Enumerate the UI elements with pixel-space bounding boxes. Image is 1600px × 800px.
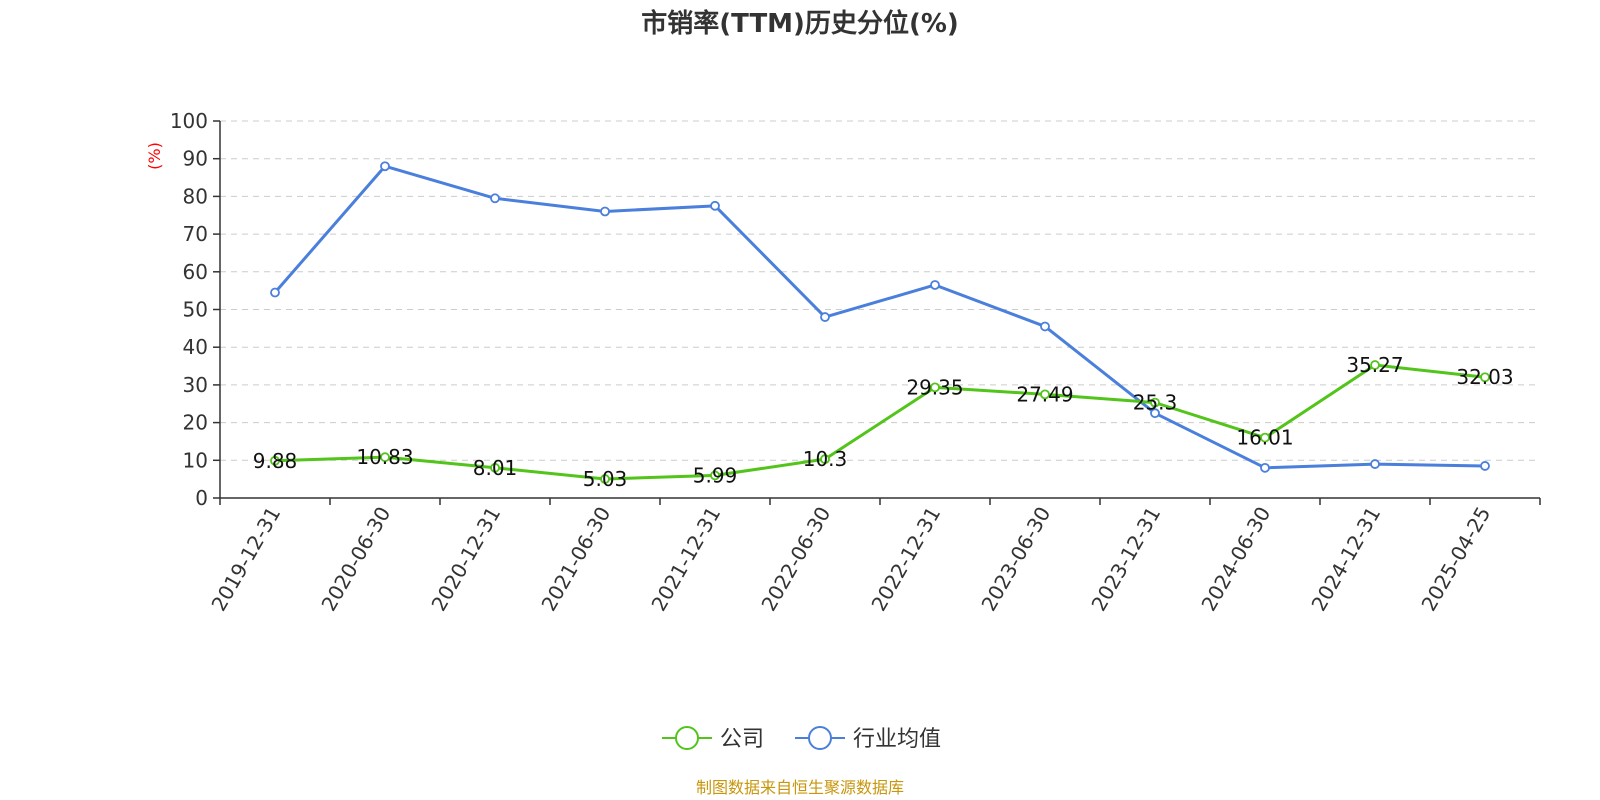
data-point (1040, 389, 1050, 400)
data-label: 8.01 (473, 456, 518, 480)
y-tick-label: 100 (170, 109, 208, 133)
grid-lines (220, 120, 1540, 461)
x-tick-label: 2022-06-30 (756, 503, 835, 616)
data-label: 35.27 (1346, 353, 1403, 377)
data-label: 16.01 (1236, 426, 1293, 450)
data-label: 27.49 (1016, 382, 1073, 406)
legend-label: 公司 (720, 727, 764, 752)
data-point (1370, 360, 1380, 370)
legend-marker (808, 726, 832, 750)
data-label: 29.35 (906, 375, 963, 399)
data-point (600, 206, 610, 217)
source-note: 制图数据来自恒生聚源数据库 (696, 778, 904, 797)
data-label: 9.88 (253, 449, 298, 473)
data-point (1260, 432, 1270, 443)
legend-marker (675, 726, 699, 750)
x-tick-label: 2021-12-31 (646, 503, 725, 616)
data-point (820, 454, 830, 465)
data-label: 10.83 (356, 445, 413, 469)
y-tick-label: 60 (183, 260, 208, 284)
y-tick-label: 30 (183, 373, 208, 397)
x-tick-label: 2020-12-31 (426, 503, 505, 616)
data-point (270, 455, 280, 466)
series-line (273, 164, 1486, 470)
x-tick-label: 2020-06-30 (316, 503, 395, 616)
y-tick-label: 10 (183, 448, 208, 472)
y-tick-label: 70 (183, 222, 208, 246)
x-tick-label: 2024-12-31 (1306, 503, 1385, 616)
y-tick-label: 90 (183, 147, 208, 171)
y-tick-label: 20 (183, 411, 208, 435)
data-point (1150, 397, 1160, 408)
y-tick-labels: 0 10 20 30 40 50 60 70 80 90 100 (170, 109, 208, 510)
data-point (710, 200, 720, 211)
data-point (270, 287, 280, 298)
data-label: 5.03 (583, 467, 628, 491)
data-point (1260, 462, 1270, 473)
x-tick-label: 2021-06-30 (536, 503, 615, 616)
axes (213, 120, 1541, 505)
series-group: 9.88 10.83 8.01 5.03 5.99 10.3 29.35 27.49 25.3 1… (253, 161, 1514, 491)
data-label: 10.3 (803, 447, 848, 471)
x-tick-label: 2022-12-31 (866, 503, 945, 616)
data-point (710, 470, 720, 481)
legend[interactable]: 公司 行业均值 (662, 726, 941, 752)
data-point (1480, 461, 1490, 471)
data-point (1040, 321, 1050, 332)
y-tick-label: 0 (195, 486, 208, 510)
x-tick-label: 2023-12-31 (1086, 503, 1165, 616)
x-tick-labels: 2019-12-31 2020-06-30 2020-12-31 2021-06-30… (206, 503, 1495, 616)
data-point (930, 280, 940, 290)
data-point (930, 382, 940, 393)
data-point (820, 312, 830, 322)
x-tick-label: 2023-06-30 (976, 503, 1055, 616)
data-label: 5.99 (693, 463, 738, 487)
y-axis-label: (%) (145, 142, 164, 170)
x-tick-label: 2024-06-30 (1196, 503, 1275, 616)
data-label: 32.03 (1456, 365, 1513, 389)
series-line (274, 363, 1486, 481)
y-tick-label: 80 (183, 184, 208, 208)
data-point (1370, 459, 1380, 469)
legend-label: 行业均值 (853, 727, 941, 752)
data-point (380, 161, 390, 172)
data-label: 25.3 (1133, 391, 1178, 415)
data-point (1480, 372, 1490, 383)
y-tick-label: 50 (183, 298, 208, 322)
x-tick-label: 2025-04-25 (1416, 503, 1495, 616)
x-tick-label: 2019-12-31 (206, 503, 285, 616)
data-point (600, 474, 610, 484)
y-tick-label: 40 (183, 335, 208, 359)
data-point (380, 452, 390, 463)
chart-title: 市销率(TTM)历史分位(%) (641, 8, 959, 39)
data-point (490, 193, 500, 204)
data-point (1150, 408, 1160, 419)
data-point (490, 462, 500, 473)
